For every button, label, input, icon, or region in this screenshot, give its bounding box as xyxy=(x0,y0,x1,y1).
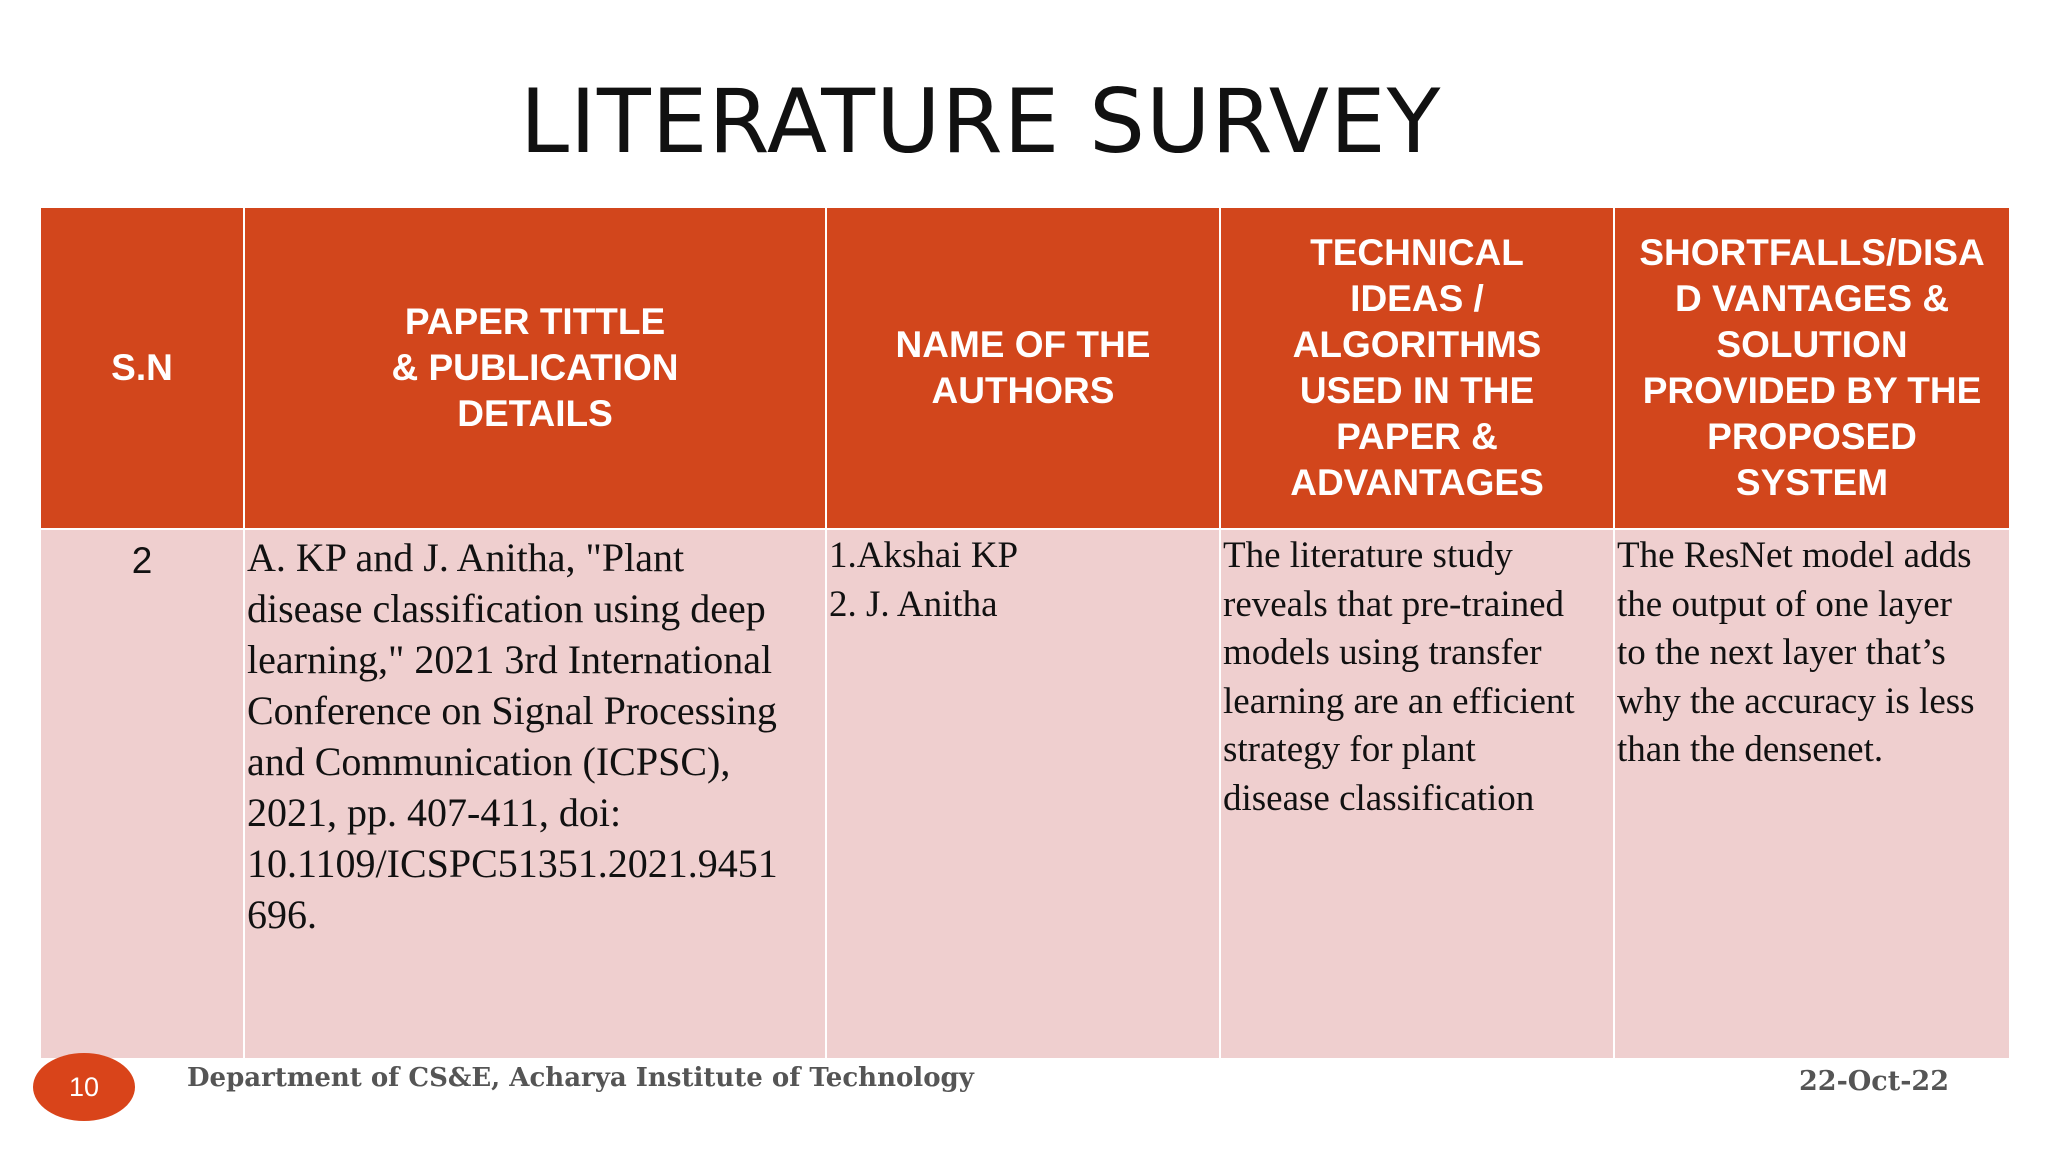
paper-line: and Communication (ICPSC), xyxy=(247,739,731,784)
header-authors: NAME OF THE AUTHORS xyxy=(825,206,1221,530)
shortfall-line: The ResNet model adds xyxy=(1617,535,1972,576)
technical-line: learning are an efficient xyxy=(1223,680,1575,722)
cell-shortfalls: The ResNet model adds the output of one … xyxy=(1613,528,2011,1060)
shortfall-line: to the next layer that’s xyxy=(1617,632,1946,673)
footer-department: Department of CS&E, Acharya Institute of… xyxy=(187,1063,974,1093)
header-sn: S.N xyxy=(39,206,245,530)
paper-line: disease classification using deep xyxy=(247,586,766,631)
table-header-row: S.N PAPER TITTLE & PUBLICATION DETAILS N… xyxy=(39,206,2011,530)
paper-line: A. KP and J. Anitha, "Plant xyxy=(247,535,685,580)
paper-line: 2021, pp. 407-411, doi: xyxy=(247,790,622,835)
cell-paper-details: A. KP and J. Anitha, "Plant disease clas… xyxy=(243,528,827,1060)
footer-date: 22-Oct-22 xyxy=(1799,1066,1949,1097)
paper-line: 696. xyxy=(247,892,317,937)
author-line: 2. J. Anitha xyxy=(829,583,998,625)
shortfall-line: than the densenet. xyxy=(1617,729,1884,770)
cell-technical-ideas: The literature study reveals that pre-tr… xyxy=(1219,528,1615,1060)
author-line: 1.Akshai KP xyxy=(829,535,1019,576)
header-paper-title: PAPER TITTLE & PUBLICATION DETAILS xyxy=(243,206,827,530)
header-shortfalls: SHORTFALLS/DISA D VANTAGES & SOLUTION PR… xyxy=(1613,206,2011,530)
paper-line: Conference on Signal Processing xyxy=(247,688,777,733)
paper-line: 10.1109/ICSPC51351.2021.9451 xyxy=(247,841,778,886)
table-row: 2 A. KP and J. Anitha, "Plant disease cl… xyxy=(39,528,2011,1060)
technical-line: disease classification xyxy=(1223,777,1535,819)
technical-line: The literature study xyxy=(1223,535,1513,576)
slide-number-badge: 10 xyxy=(33,1053,135,1121)
technical-line: reveals that pre-trained xyxy=(1223,583,1565,625)
cell-authors: 1.Akshai KP 2. J. Anitha xyxy=(825,528,1221,1060)
slide-title: LITERATURE SURVEY xyxy=(520,70,1442,173)
literature-survey-table: S.N PAPER TITTLE & PUBLICATION DETAILS N… xyxy=(39,206,2011,1060)
cell-sn: 2 xyxy=(39,528,245,1060)
technical-line: strategy for plant xyxy=(1223,729,1476,770)
paper-line: learning," 2021 3rd International xyxy=(247,637,773,682)
technical-line: models using transfer xyxy=(1223,632,1542,673)
header-technical-ideas: TECHNICAL IDEAS / ALGORITHMS USED IN THE… xyxy=(1219,206,1615,530)
shortfall-line: the output of one layer xyxy=(1617,583,1952,625)
shortfall-line: why the accuracy is less xyxy=(1617,680,1975,722)
